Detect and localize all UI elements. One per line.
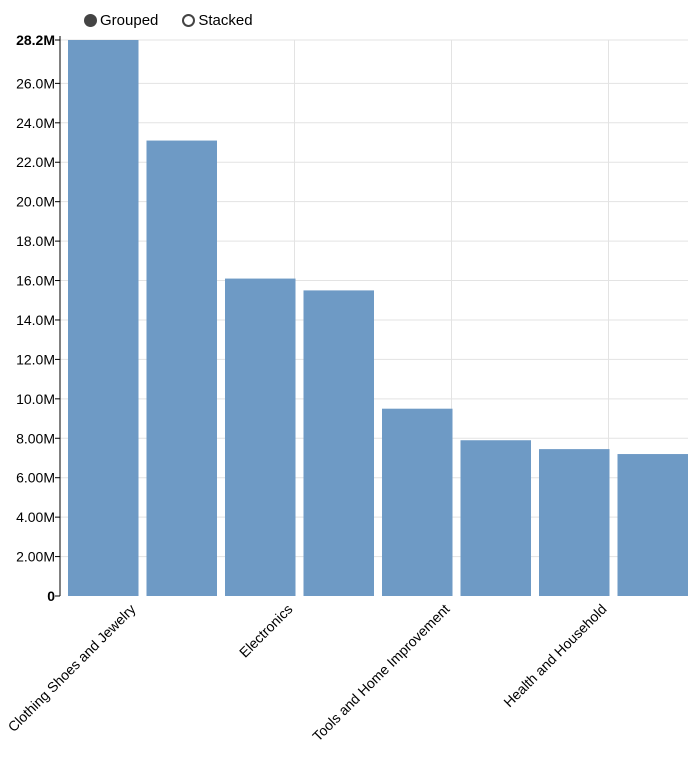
y-tick-label: 28.2M	[16, 32, 55, 48]
y-tick-label: 26.0M	[16, 75, 55, 91]
y-tick-label: 14.0M	[16, 312, 55, 328]
bar: 7900000	[460, 440, 531, 596]
stacked-radio[interactable]: Stacked	[182, 11, 253, 29]
x-tick-label: Clothing Shoes and Jewelry	[5, 601, 139, 735]
x-tick-label: Electronics	[236, 601, 296, 661]
stacked-label: Stacked	[198, 11, 253, 29]
bar: Health and Household 7450000	[539, 449, 610, 596]
y-tick-label: 8.00M	[16, 430, 55, 446]
bar: 7200000	[617, 454, 688, 596]
y-tick-labels: 0 2.00M 4.00M 6.00M 8.00M 10.0M 12.0M 14.0M 16.0…	[16, 32, 55, 604]
y-tick-label: 2.00M	[16, 549, 55, 565]
y-tick-label: 10.0M	[16, 391, 55, 407]
axes	[55, 36, 61, 597]
bar: Electronics 16100000	[225, 278, 296, 596]
bar: Clothing Shoes and Jewelry 28200000	[68, 40, 139, 596]
grouped-label: Grouped	[100, 11, 159, 29]
y-tick-label: 12.0M	[16, 351, 55, 367]
bar: 23100000	[146, 140, 217, 596]
bar: Tools and Home Improvement 9500000	[382, 408, 453, 596]
y-tick-label: 22.0M	[16, 154, 55, 170]
y-tick-label: 0	[47, 588, 55, 604]
y-tick-label: 24.0M	[16, 115, 55, 131]
x-tick-label: Tools and Home Improvement	[309, 601, 452, 744]
bar: 15500000	[303, 290, 374, 596]
y-tick-label: 16.0M	[16, 273, 55, 289]
y-tick-label: 20.0M	[16, 194, 55, 210]
radio-selected-icon	[84, 13, 97, 27]
y-tick-label: 4.00M	[16, 509, 55, 525]
chart-mode-toggle: Grouped Stacked	[84, 9, 277, 31]
bars: Clothing Shoes and Jewelry 28200000 2310…	[68, 40, 688, 596]
grouped-radio[interactable]: Grouped	[84, 12, 158, 29]
x-tick-label: Health and Household	[500, 601, 609, 710]
radio-unselected-icon	[182, 13, 196, 27]
y-tick-label: 6.00M	[16, 470, 55, 486]
y-tick-label: 18.0M	[16, 233, 55, 249]
x-tick-labels: Clothing Shoes and Jewelry Electronics Too…	[5, 601, 610, 744]
